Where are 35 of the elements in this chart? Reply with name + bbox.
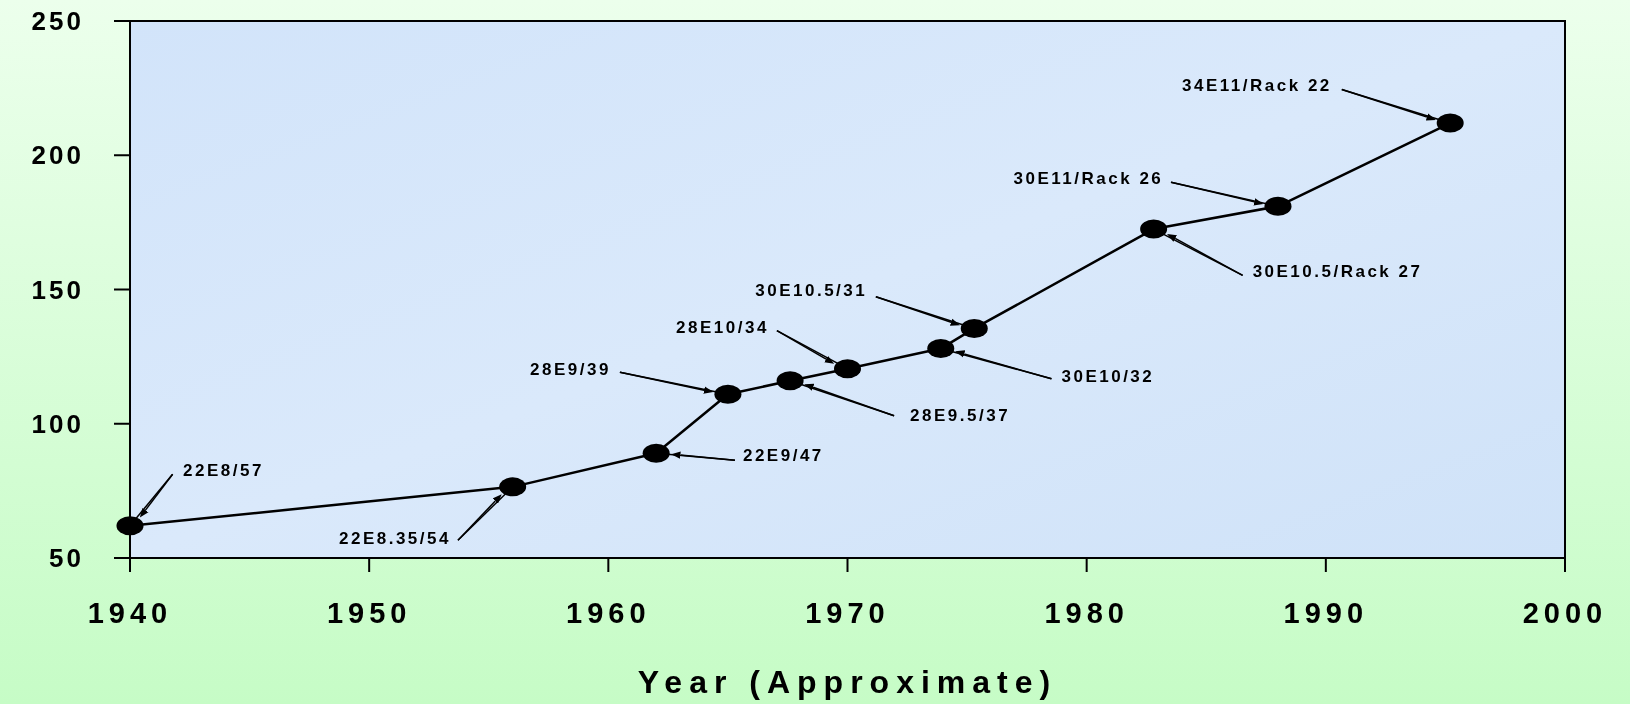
- point: [927, 339, 955, 359]
- y-tick-label: 200: [31, 140, 84, 171]
- y-tick-label: 250: [31, 6, 84, 36]
- annotation: 30E11/Rack 26: [1013, 168, 1164, 188]
- x-tick-label: 1970: [805, 597, 890, 629]
- annotation: 30E10/32: [1061, 366, 1155, 386]
- point: [1264, 196, 1292, 216]
- y-tick-label: 50: [49, 543, 84, 573]
- annotation: 28E9/39: [530, 360, 611, 380]
- x-axis-title: Year (Approximate): [637, 664, 1058, 700]
- point: [776, 371, 804, 391]
- x-tick-label: 2000: [1522, 597, 1608, 629]
- annotation: 22E8.35/54: [339, 529, 451, 549]
- x-tick-label: 1990: [1283, 597, 1369, 629]
- x-tick-label: 1940: [87, 597, 173, 629]
- annotation: 28E10/34: [676, 317, 769, 337]
- point: [116, 516, 144, 536]
- annotation: 30E10.5/31: [755, 280, 868, 300]
- annotation: 30E10.5/Rack 27: [1252, 261, 1423, 281]
- x-tick-label: 1960: [566, 597, 651, 629]
- x-tick-label: 1950: [326, 597, 412, 629]
- annotation: 34E11/Rack 22: [1182, 76, 1332, 96]
- annotation: 28E9.5/37: [910, 405, 1011, 425]
- annotation: 22E9/47: [742, 446, 824, 466]
- point: [1436, 113, 1464, 133]
- x-tick-label: 1980: [1044, 597, 1129, 629]
- point: [834, 359, 861, 379]
- y-tick-label: 150: [31, 274, 84, 305]
- point: [499, 477, 527, 497]
- point: [642, 443, 670, 463]
- y-tick-label: 100: [31, 408, 84, 439]
- annotation: 22E8/57: [183, 460, 264, 480]
- point: [960, 318, 988, 338]
- point: [1140, 219, 1168, 239]
- point: [714, 384, 742, 404]
